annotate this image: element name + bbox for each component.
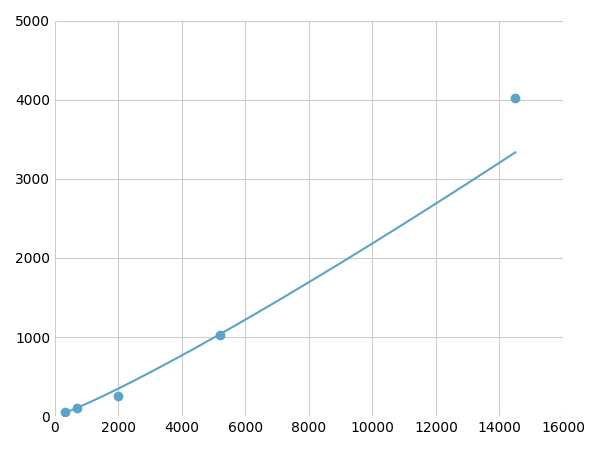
Point [511, 94, 520, 102]
Point [215, 332, 225, 339]
Point [113, 393, 123, 400]
Point [73, 405, 82, 412]
Point [60, 409, 70, 416]
